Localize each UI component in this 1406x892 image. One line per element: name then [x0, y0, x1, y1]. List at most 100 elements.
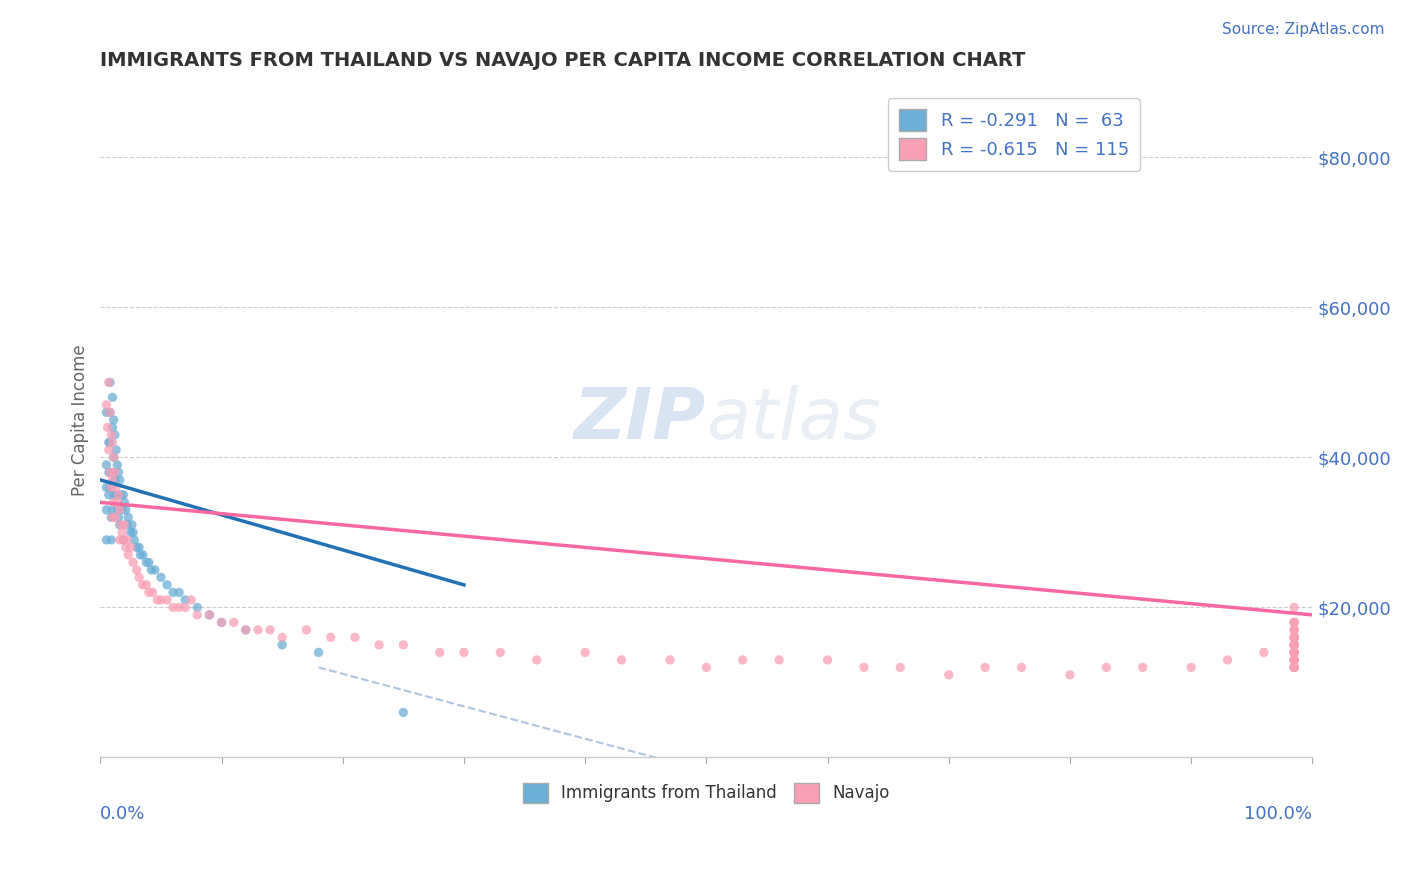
Point [198, 607, 221, 622]
Text: Source: ZipAtlas.com: Source: ZipAtlas.com [1222, 22, 1385, 37]
Point [122, 555, 145, 569]
Point [146, 593, 169, 607]
Point [1282, 631, 1305, 645]
Point [97, 420, 120, 434]
Point [180, 593, 202, 607]
Point [117, 510, 139, 524]
Point [156, 578, 179, 592]
Point [128, 541, 150, 555]
Text: 0.0%: 0.0% [100, 805, 146, 822]
Point [105, 442, 128, 457]
Y-axis label: Per Capita Income: Per Capita Income [72, 344, 89, 496]
Point [1282, 638, 1305, 652]
Point [101, 435, 124, 450]
Point [114, 503, 136, 517]
Point [174, 600, 197, 615]
Point [96, 503, 118, 517]
Point [97, 435, 120, 450]
Point [1282, 660, 1305, 674]
Point [235, 623, 257, 637]
Point [186, 600, 208, 615]
Point [108, 503, 131, 517]
Point [1282, 631, 1305, 645]
Point [107, 488, 129, 502]
Point [112, 488, 135, 502]
Point [174, 593, 197, 607]
Point [149, 593, 172, 607]
Point [122, 525, 145, 540]
Point [135, 555, 157, 569]
Point [104, 510, 127, 524]
Point [1282, 645, 1305, 659]
Point [101, 503, 124, 517]
Point [731, 653, 754, 667]
Point [1282, 653, 1305, 667]
Point [817, 653, 839, 667]
Point [1282, 623, 1305, 637]
Point [889, 660, 911, 674]
Point [1282, 615, 1305, 630]
Point [259, 623, 281, 637]
Point [125, 541, 148, 555]
Point [117, 548, 139, 562]
Point [271, 638, 294, 652]
Point [1253, 645, 1275, 659]
Point [938, 668, 960, 682]
Point [132, 548, 155, 562]
Point [104, 473, 127, 487]
Text: ZIP: ZIP [574, 385, 706, 454]
Point [110, 517, 132, 532]
Point [143, 563, 166, 577]
Point [101, 473, 124, 487]
Point [1282, 653, 1305, 667]
Point [125, 563, 148, 577]
Point [97, 442, 120, 457]
Point [100, 510, 122, 524]
Point [128, 570, 150, 584]
Point [1282, 631, 1305, 645]
Point [1282, 623, 1305, 637]
Point [108, 473, 131, 487]
Point [167, 585, 190, 599]
Point [246, 623, 269, 637]
Point [121, 517, 143, 532]
Point [392, 706, 415, 720]
Point [141, 563, 163, 577]
Point [162, 600, 184, 615]
Point [156, 593, 179, 607]
Point [98, 376, 121, 390]
Point [489, 645, 512, 659]
Point [97, 376, 120, 390]
Point [132, 578, 155, 592]
Point [103, 488, 125, 502]
Point [114, 517, 136, 532]
Point [659, 653, 682, 667]
Point [103, 495, 125, 509]
Point [101, 420, 124, 434]
Point [1282, 638, 1305, 652]
Point [110, 488, 132, 502]
Point [100, 480, 122, 494]
Point [198, 607, 221, 622]
Point [574, 645, 596, 659]
Point [1282, 645, 1305, 659]
Point [1282, 600, 1305, 615]
Point [235, 623, 257, 637]
Point [101, 466, 124, 480]
Point [1282, 623, 1305, 637]
Point [1282, 638, 1305, 652]
Point [1282, 645, 1305, 659]
Point [1282, 638, 1305, 652]
Point [107, 466, 129, 480]
Point [453, 645, 475, 659]
Point [149, 570, 172, 584]
Point [1282, 631, 1305, 645]
Point [115, 533, 138, 547]
Point [1095, 660, 1118, 674]
Point [97, 488, 120, 502]
Point [852, 660, 875, 674]
Point [1282, 638, 1305, 652]
Point [98, 435, 121, 450]
Point [105, 458, 128, 472]
Point [186, 607, 208, 622]
